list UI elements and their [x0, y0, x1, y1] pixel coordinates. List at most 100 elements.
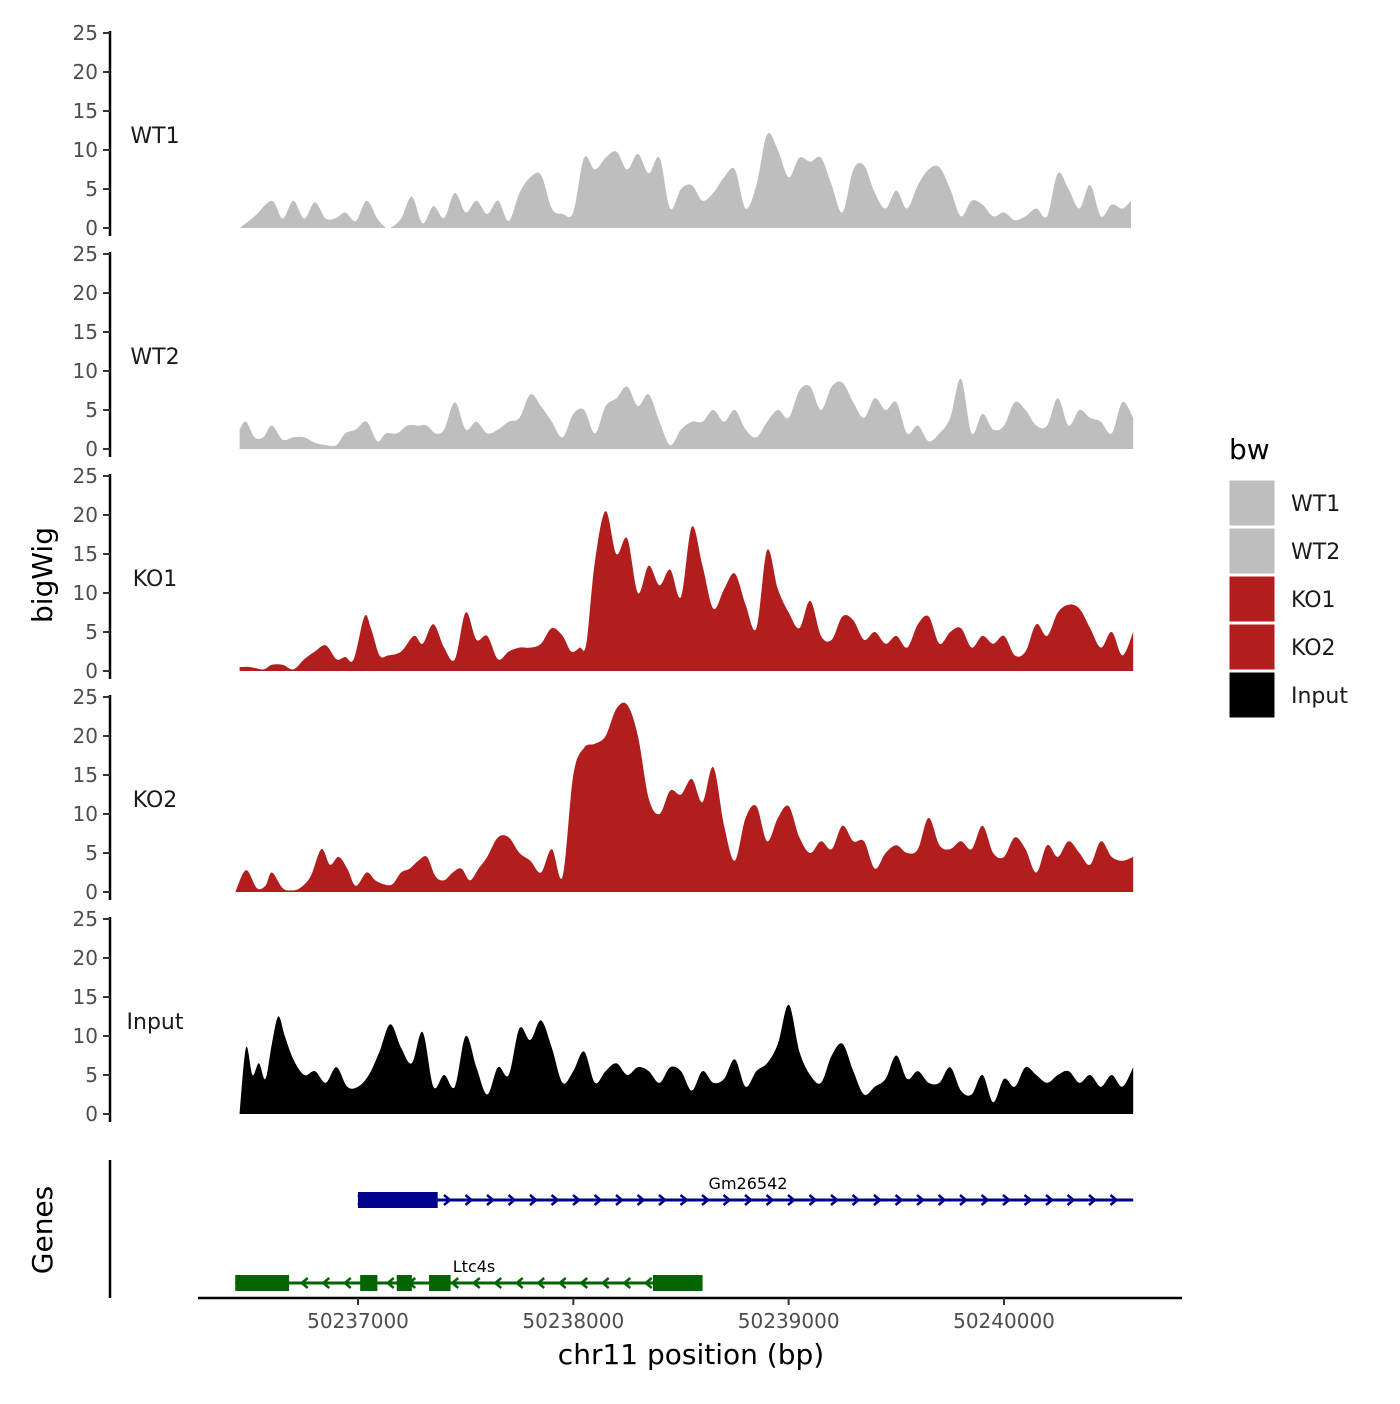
legend-swatch — [1228, 671, 1276, 719]
track-ko2: 0 5 10 15 20 25 KO2 — [73, 685, 1134, 904]
strand-arrow — [1045, 1194, 1054, 1206]
track-label: WT2 — [130, 345, 179, 370]
strand-arrow — [873, 1194, 882, 1206]
y-tick-label: 15 — [73, 763, 98, 787]
gene-exon — [358, 1192, 438, 1208]
x-tick-label: 50240000 — [953, 1309, 1055, 1333]
track-label: KO1 — [133, 567, 178, 592]
strand-arrow — [299, 1277, 309, 1289]
gene-exon — [235, 1275, 290, 1291]
legend-swatch — [1228, 527, 1276, 575]
x-tick-label: 50238000 — [522, 1309, 624, 1333]
y-tick-label: 10 — [73, 802, 98, 826]
strand-arrow — [830, 1194, 839, 1206]
strand-arrow — [600, 1277, 610, 1289]
coverage-area-input — [239, 1004, 1134, 1114]
tracks-layer: 0510152025WT10510152025WT20510152025KO10… — [73, 21, 1134, 1126]
y-tick-label: 5 — [85, 177, 98, 201]
y-tick-label: 20 — [73, 724, 98, 748]
strand-arrow — [636, 1194, 646, 1206]
strand-arrow — [959, 1194, 968, 1206]
y-tick-label: 10 — [73, 1024, 98, 1048]
strand-arrow — [471, 1277, 481, 1289]
coverage-area-wt1 — [239, 133, 1132, 228]
genes-layer: Gm26542 Ltc4s — [108, 1160, 1134, 1298]
legend-swatch — [1228, 575, 1276, 623]
strand-arrow — [514, 1277, 524, 1289]
coverage-area-ko1 — [239, 511, 1134, 671]
strand-arrow — [980, 1194, 990, 1206]
y-tick-label: 0 — [85, 1102, 98, 1126]
legend-label: WT1 — [1291, 492, 1340, 517]
legend-swatch — [1228, 623, 1276, 671]
legend: bw WT1 WT2 KO1 KO2 Input — [1228, 433, 1348, 719]
strand-arrow — [493, 1277, 503, 1289]
y-tick-label: 20 — [73, 946, 98, 970]
strand-arrow — [450, 1277, 460, 1289]
y-tick-label: 15 — [73, 542, 98, 566]
strand-arrow — [701, 1194, 710, 1206]
track-ko1: 0 5 10 15 20 25 KO1 — [73, 464, 1134, 683]
y-tick-label: 5 — [85, 841, 98, 865]
y-tick-label: 10 — [73, 138, 98, 162]
y-tick-label: 0 — [85, 659, 98, 683]
strand-arrow — [529, 1194, 538, 1206]
y-tick-label: 0 — [85, 880, 98, 904]
y-tick-label: 20 — [73, 503, 98, 527]
strand-arrow — [385, 1277, 395, 1289]
strand-arrow — [557, 1277, 567, 1289]
gene-ltc4s: Ltc4s — [235, 1257, 703, 1291]
strand-arrow — [342, 1277, 352, 1289]
y-tick-label: 15 — [73, 320, 98, 344]
gene-exon — [360, 1275, 378, 1291]
coverage-area-wt2 — [239, 378, 1134, 449]
y-tick-label: 10 — [73, 359, 98, 383]
genes-axis-title: Genes — [26, 1186, 59, 1274]
legend-item-wt1: WT1 — [1228, 479, 1340, 527]
strand-arrow — [572, 1194, 581, 1206]
strand-arrow — [808, 1194, 818, 1206]
strand-arrow — [765, 1194, 775, 1206]
strand-arrow — [622, 1277, 632, 1289]
track-wt2: 0 5 10 15 20 25 WT2 — [73, 242, 1134, 461]
strand-arrow — [1088, 1194, 1097, 1206]
strand-arrow — [658, 1194, 667, 1206]
strand-arrow — [550, 1194, 560, 1206]
track-label: Input — [127, 1010, 184, 1035]
y-tick-label: 25 — [73, 907, 98, 931]
track-label: KO2 — [133, 788, 178, 813]
strand-arrow — [722, 1194, 732, 1206]
strand-arrow — [851, 1194, 861, 1206]
legend-item-ko2: KO2 — [1228, 623, 1336, 671]
y-tick-label: 5 — [85, 1063, 98, 1087]
gene-label: Gm26542 — [709, 1174, 788, 1193]
x-tick-label: 50239000 — [738, 1309, 840, 1333]
strand-arrow — [937, 1194, 947, 1206]
strand-arrow — [579, 1277, 589, 1289]
track-label: WT1 — [130, 124, 179, 149]
strand-arrow — [1002, 1194, 1011, 1206]
strand-arrow — [321, 1277, 331, 1289]
y-tick-label: 5 — [85, 620, 98, 644]
strand-arrow — [486, 1194, 495, 1206]
y-tick-label: 20 — [73, 60, 98, 84]
strand-arrow — [894, 1194, 904, 1206]
strand-arrow — [593, 1194, 603, 1206]
strand-arrow — [615, 1194, 624, 1206]
strand-arrow — [1109, 1194, 1119, 1206]
legend-title: bw — [1229, 433, 1270, 466]
y-tick-label: 0 — [85, 437, 98, 461]
strand-arrow — [443, 1194, 452, 1206]
strand-arrow — [916, 1194, 925, 1206]
legend-item-wt2: WT2 — [1228, 527, 1340, 575]
x-axis: 50237000 50238000 50239000 50240000 — [198, 1296, 1182, 1333]
strand-arrow — [536, 1277, 546, 1289]
coverage-area-ko2 — [235, 702, 1134, 892]
track-wt1: 0 5 10 15 20 25 WT1 — [73, 21, 1132, 240]
x-axis-title: chr11 position (bp) — [558, 1338, 824, 1371]
legend-label: WT2 — [1291, 540, 1340, 565]
y-axis-title: bigWig — [26, 527, 59, 623]
strand-arrow — [744, 1194, 753, 1206]
